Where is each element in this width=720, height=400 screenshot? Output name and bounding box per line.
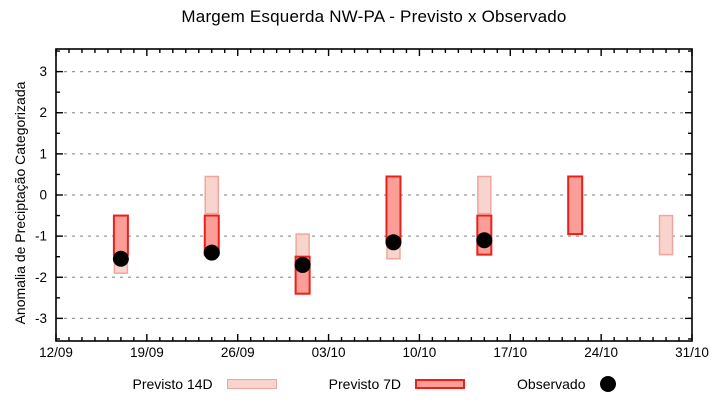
legend-item-previsto-14d: Previsto 14D xyxy=(133,376,277,392)
x-tick-label: 10/10 xyxy=(403,345,437,360)
y-tick-label: 1 xyxy=(39,146,47,161)
x-tick-label: 24/10 xyxy=(584,345,618,360)
previsto-14d-bar xyxy=(295,233,310,258)
legend-item-previsto-7d: Previsto 7D xyxy=(328,376,466,392)
y-tick-label: 3 xyxy=(39,64,47,79)
previsto-7d-bar xyxy=(567,175,584,236)
chart-title: Margem Esquerda NW-PA - Previsto x Obser… xyxy=(181,7,567,26)
x-tick-label: 31/10 xyxy=(675,345,709,360)
x-tick-label: 26/09 xyxy=(221,345,255,360)
previsto-14d-bar xyxy=(204,175,220,215)
legend-label-previsto-7d: Previsto 7D xyxy=(328,376,402,392)
observado-point xyxy=(112,250,129,267)
x-tick-label: 03/10 xyxy=(312,345,346,360)
legend: Previsto 14D Previsto 7D Observado xyxy=(56,371,692,397)
legend-label-observado: Observado xyxy=(517,376,586,392)
previsto-14d-swatch-icon xyxy=(226,379,277,389)
y-tick-label: 0 xyxy=(39,188,47,203)
plot-border xyxy=(55,48,693,342)
legend-item-observado: Observado xyxy=(517,376,616,392)
y-tick-label: -1 xyxy=(35,229,47,244)
observado-point xyxy=(203,244,220,261)
legend-label-previsto-14d: Previsto 14D xyxy=(132,376,213,392)
previsto-7d-bar xyxy=(112,214,129,256)
y-tick-label: -3 xyxy=(35,311,47,326)
y-tick-label: -2 xyxy=(35,270,47,285)
y-tick-label: 2 xyxy=(39,105,47,120)
x-tick-label: 17/10 xyxy=(493,345,527,360)
observado-point xyxy=(476,232,493,249)
x-tick-label: 19/09 xyxy=(130,345,164,360)
previsto-7d-swatch-icon xyxy=(415,379,466,389)
previsto-7d-bar xyxy=(385,175,402,242)
x-tick-label: 12/09 xyxy=(39,345,73,360)
observado-dot-icon xyxy=(599,376,616,392)
previsto-14d-bar xyxy=(477,175,492,215)
previsto-14d-bar xyxy=(658,214,674,256)
observado-point xyxy=(385,234,402,251)
observado-point xyxy=(294,256,311,273)
